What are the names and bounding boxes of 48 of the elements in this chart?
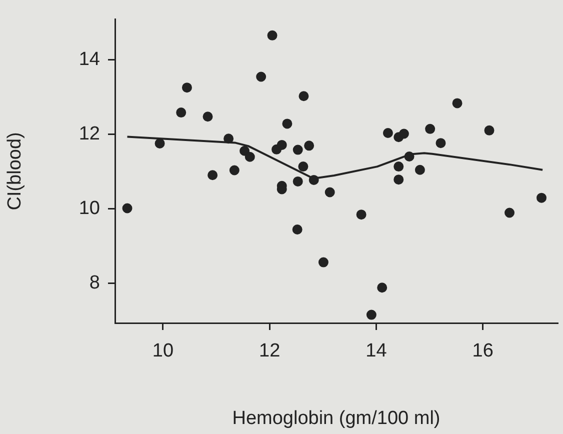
point	[308, 174, 319, 185]
point	[202, 112, 213, 122]
point	[182, 82, 192, 93]
point	[318, 257, 328, 268]
point	[176, 108, 186, 118]
y-tick-label: 8	[89, 272, 100, 294]
point	[122, 203, 132, 214]
point	[256, 72, 266, 82]
point	[394, 174, 404, 185]
point	[229, 165, 240, 176]
point	[377, 282, 388, 293]
point	[292, 224, 302, 234]
point	[298, 91, 309, 102]
y-tick-label: 14	[78, 48, 100, 70]
point	[504, 208, 515, 218]
point	[425, 124, 436, 134]
point	[276, 140, 287, 150]
x-tick-label: 16	[472, 340, 494, 362]
point	[452, 98, 462, 108]
point	[382, 128, 393, 138]
point	[154, 138, 165, 148]
point	[208, 170, 218, 180]
x-tick-label: 14	[366, 340, 388, 362]
point	[298, 162, 308, 172]
x-tick-label: 10	[152, 340, 174, 362]
point	[292, 144, 303, 155]
point	[240, 146, 250, 156]
point	[267, 30, 278, 40]
point	[484, 125, 494, 136]
point	[292, 176, 303, 186]
point	[282, 118, 292, 129]
point	[414, 164, 425, 175]
point	[366, 310, 376, 320]
point	[224, 134, 234, 144]
y-tick-label: 12	[78, 123, 100, 144]
point	[436, 138, 446, 148]
point	[398, 128, 409, 139]
point	[536, 192, 547, 203]
y-axis-title: CI(blood)	[4, 132, 26, 210]
point	[394, 162, 404, 172]
point	[304, 140, 314, 151]
point	[356, 210, 366, 220]
point	[404, 151, 414, 162]
x-tick-label: 12	[259, 340, 280, 362]
point	[324, 187, 335, 198]
x-axis-title: Hemoglobin (gm/100 ml)	[232, 408, 440, 429]
point	[244, 152, 255, 162]
y-tick-label: 10	[78, 198, 100, 219]
